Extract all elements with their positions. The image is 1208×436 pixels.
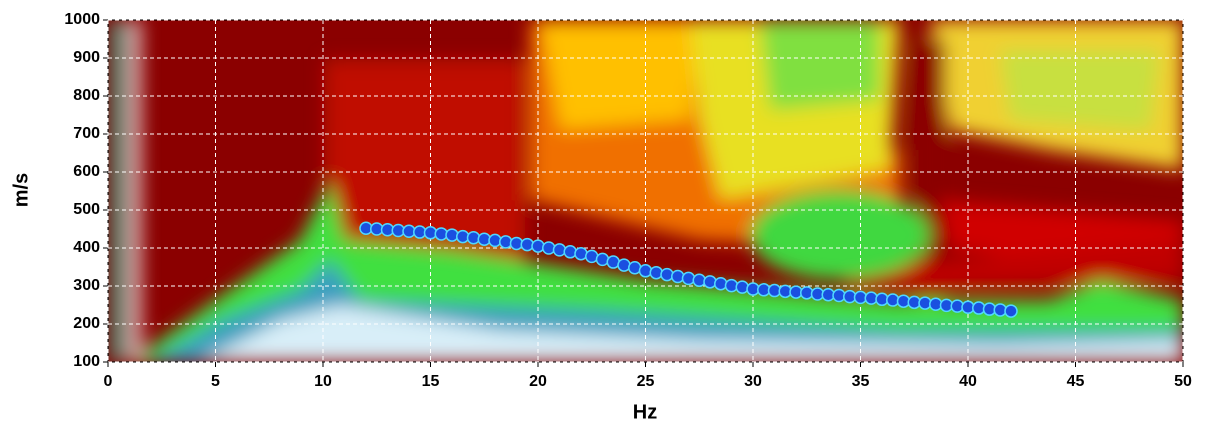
picked-point	[542, 241, 556, 255]
y-tick-label: 400	[73, 239, 100, 256]
x-axis-label: Hz	[633, 401, 657, 423]
picked-point	[638, 264, 653, 278]
picked-point	[1004, 304, 1018, 318]
x-tick-label: 5	[211, 373, 220, 390]
y-tick-label: 600	[73, 163, 100, 180]
picked-point	[703, 275, 717, 289]
picked-point	[660, 267, 674, 282]
picked-point	[552, 243, 567, 257]
y-tick-label: 500	[73, 201, 100, 218]
picked-point	[714, 276, 728, 291]
picked-point	[735, 280, 749, 294]
x-tick-label: 50	[1174, 373, 1192, 390]
y-axis-label: m/s	[10, 173, 32, 207]
x-tick-label: 30	[744, 373, 762, 390]
y-tick-label: 700	[73, 125, 100, 142]
x-tick-label: 25	[637, 373, 655, 390]
y-tick-label: 200	[73, 315, 100, 332]
picked-point	[563, 245, 577, 259]
y-tick-label: 800	[73, 87, 100, 104]
x-tick-label: 35	[852, 373, 870, 390]
x-tick-label: 10	[314, 373, 332, 390]
x-tick-label: 40	[959, 373, 977, 390]
y-tick-label: 1000	[64, 11, 100, 28]
picked-point	[671, 269, 685, 284]
y-tick-label: 900	[73, 49, 100, 66]
y-tick-label: 100	[73, 353, 100, 370]
x-tick-label: 0	[104, 373, 113, 390]
x-tick-label: 20	[529, 373, 547, 390]
x-tick-label: 45	[1067, 373, 1085, 390]
picked-point	[531, 239, 545, 253]
x-tick-label: 15	[422, 373, 440, 390]
y-tick-label: 300	[73, 277, 100, 294]
picked-point	[649, 265, 663, 280]
picked-point	[681, 271, 696, 286]
